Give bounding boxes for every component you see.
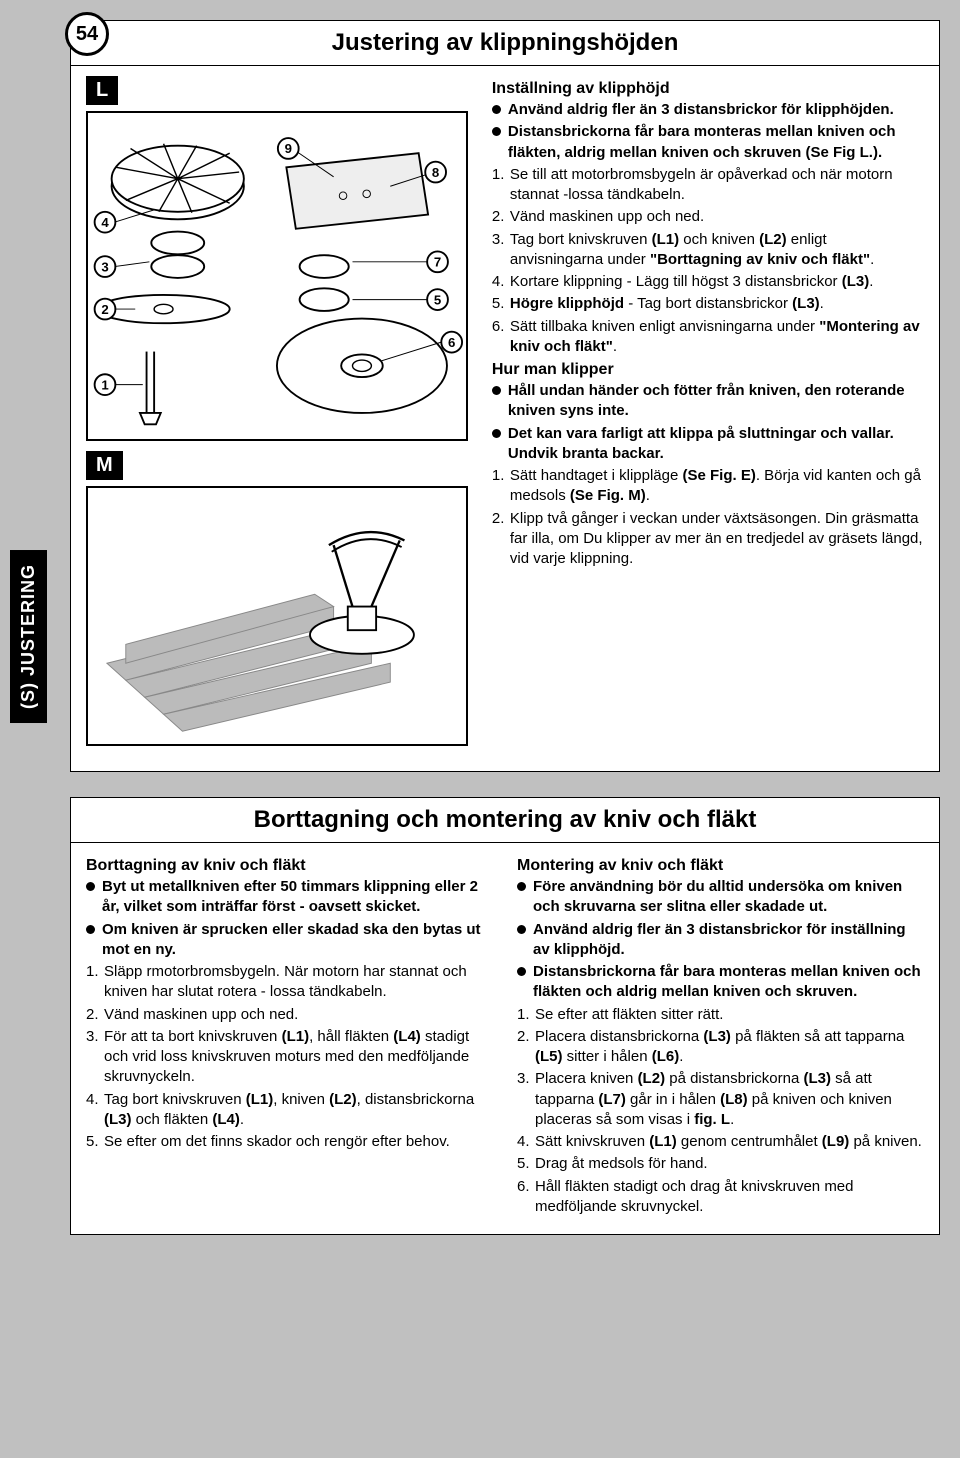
- step: Släpp rmotorbromsbygeln. När motorn har …: [86, 962, 493, 1003]
- figure-L: 4 3 2 1 9 8: [86, 111, 468, 441]
- step: Vänd maskinen upp och ned.: [86, 1005, 493, 1025]
- bullet: Håll undan händer och fötter från kniven…: [492, 381, 924, 422]
- section-height-adjust: Justering av klippningshöjden L: [70, 20, 940, 772]
- section-title: Borttagning och montering av kniv och fl…: [71, 798, 939, 843]
- step: Drag åt medsols för hand.: [517, 1154, 924, 1174]
- bullet: Använd aldrig fler än 3 distansbrickor f…: [517, 920, 924, 961]
- figure-L-svg: 4 3 2 1 9 8: [88, 113, 466, 439]
- svg-text:9: 9: [285, 141, 292, 156]
- fig-label-M: M: [86, 451, 123, 480]
- subhead-montering: Montering av kniv och fläkt: [517, 857, 924, 875]
- step: Se efter att fläkten sitter rätt.: [517, 1005, 924, 1025]
- left-text: Borttagning av kniv och fläkt Byt ut met…: [86, 853, 505, 1219]
- figure-M-svg: [88, 488, 466, 744]
- figures-column: L: [86, 76, 480, 756]
- bullet: Byt ut metallkniven efter 50 timmars kli…: [86, 877, 493, 918]
- step: Tag bort knivskruven (L1) och kniven (L2…: [492, 230, 924, 271]
- page-number: 54: [65, 12, 109, 56]
- subhead-hur: Hur man klipper: [492, 361, 924, 379]
- bullet: Distansbrickorna får bara monteras mella…: [492, 122, 924, 163]
- step: Se till att motorbromsbygeln är opåverka…: [492, 165, 924, 206]
- step: Sätt knivskruven (L1) genom centrumhålet…: [517, 1132, 924, 1152]
- step: Vänd maskinen upp och ned.: [492, 207, 924, 227]
- step: Placera kniven (L2) på distansbrickorna …: [517, 1069, 924, 1130]
- manual-page: 54 (S) JUSTERING Justering av klippnings…: [0, 0, 960, 1458]
- right-text: Montering av kniv och fläkt Före användn…: [505, 853, 924, 1219]
- step: Håll fläkten stadigt och drag åt knivskr…: [517, 1177, 924, 1218]
- bullet: Distansbrickorna får bara monteras mella…: [517, 962, 924, 1003]
- svg-text:4: 4: [101, 215, 109, 230]
- step: Placera distansbrickorna (L3) på fläkten…: [517, 1027, 924, 1068]
- step: Se efter om det finns skador och rengör …: [86, 1132, 493, 1152]
- section-title: Justering av klippningshöjden: [71, 21, 939, 66]
- fig-label-L: L: [86, 76, 118, 105]
- step: För att ta bort knivskruven (L1), håll f…: [86, 1027, 493, 1088]
- bullet: Det kan vara farligt att klippa på slutt…: [492, 424, 924, 465]
- bullet: Om kniven är sprucken eller skadad ska d…: [86, 920, 493, 961]
- side-tab: (S) JUSTERING: [10, 550, 47, 723]
- svg-text:5: 5: [434, 292, 441, 307]
- svg-text:6: 6: [448, 335, 455, 350]
- step: Högre klipphöjd - Tag bort distansbricko…: [492, 294, 924, 314]
- step: Klipp två gånger i veckan under växtsäso…: [492, 509, 924, 570]
- svg-text:2: 2: [101, 302, 108, 317]
- svg-text:8: 8: [432, 165, 439, 180]
- step: Tag bort knivskruven (L1), kniven (L2), …: [86, 1090, 493, 1131]
- subhead-installning: Inställning av klipphöjd: [492, 80, 924, 98]
- bullet: Före användning bör du alltid undersöka …: [517, 877, 924, 918]
- step: Kortare klippning - Lägg till högst 3 di…: [492, 272, 924, 292]
- step: Sätt tillbaka kniven enligt anvisningarn…: [492, 317, 924, 358]
- svg-text:7: 7: [434, 255, 441, 270]
- section-removal-mount: Borttagning och montering av kniv och fl…: [70, 797, 940, 1235]
- svg-text:3: 3: [101, 259, 108, 274]
- text-column-1: Inställning av klipphöjd Använd aldrig f…: [480, 76, 924, 756]
- subhead-borttagning: Borttagning av kniv och fläkt: [86, 857, 493, 875]
- step: Sätt handtaget i klippläge (Se Fig. E). …: [492, 466, 924, 507]
- svg-text:1: 1: [101, 377, 108, 392]
- figure-M: [86, 486, 468, 746]
- bullet: Använd aldrig fler än 3 distansbrickor f…: [492, 100, 924, 120]
